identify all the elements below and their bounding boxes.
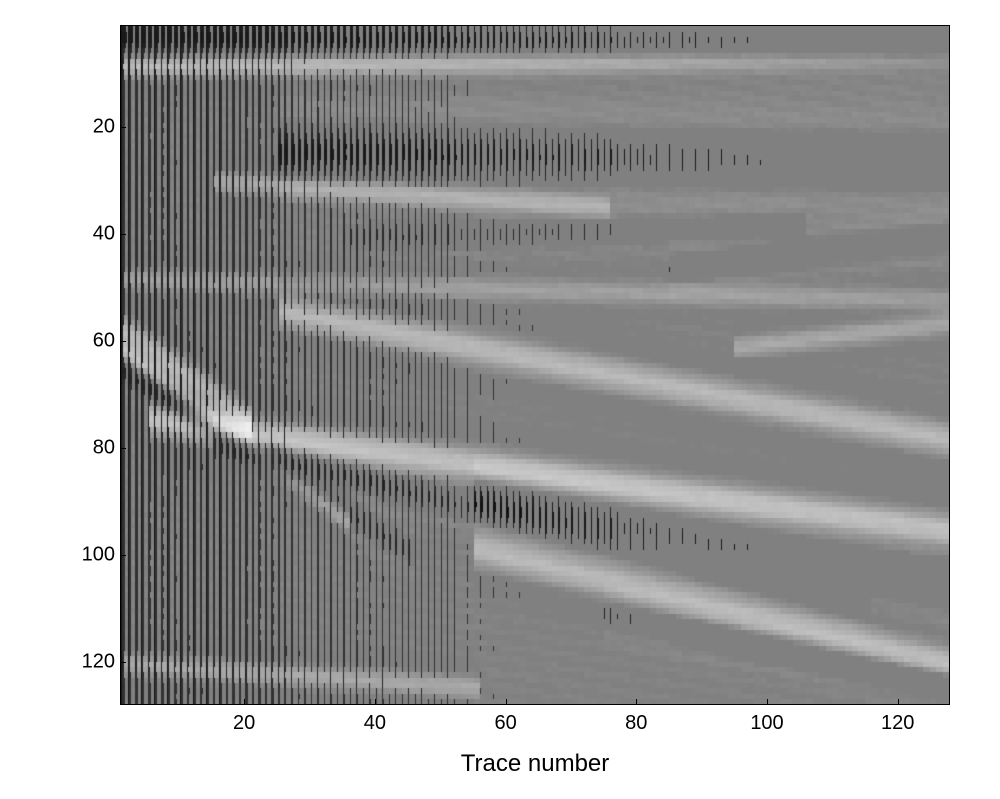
- seismic-plot: [120, 25, 950, 705]
- y-tick-mark: [120, 234, 126, 235]
- y-tick-mark: [120, 555, 126, 556]
- x-tick-label: 60: [494, 712, 516, 735]
- x-tick-mark: [898, 699, 899, 705]
- y-tick-mark: [120, 662, 126, 663]
- x-tick-mark: [636, 699, 637, 705]
- x-tick-label: 20: [233, 712, 255, 735]
- x-tick-mark: [244, 699, 245, 705]
- y-tick-label: 20: [93, 115, 115, 138]
- y-tick-label: 100: [82, 544, 115, 567]
- y-tick-label: 80: [93, 436, 115, 459]
- y-tick-mark: [120, 341, 126, 342]
- y-tick-mark: [120, 448, 126, 449]
- x-tick-label: 100: [750, 712, 783, 735]
- y-tick-mark: [120, 127, 126, 128]
- x-tick-label: 120: [881, 712, 914, 735]
- x-tick-label: 80: [625, 712, 647, 735]
- x-tick-mark: [767, 699, 768, 705]
- y-tick-label: 40: [93, 222, 115, 245]
- x-axis-label: Trace number: [461, 750, 610, 778]
- seismic-canvas: [121, 26, 949, 704]
- x-tick-mark: [375, 699, 376, 705]
- figure-container: Time sample number Trace number 20406080…: [0, 0, 1000, 799]
- y-tick-label: 60: [93, 329, 115, 352]
- x-tick-mark: [506, 699, 507, 705]
- x-tick-label: 40: [364, 712, 386, 735]
- y-tick-label: 120: [82, 651, 115, 674]
